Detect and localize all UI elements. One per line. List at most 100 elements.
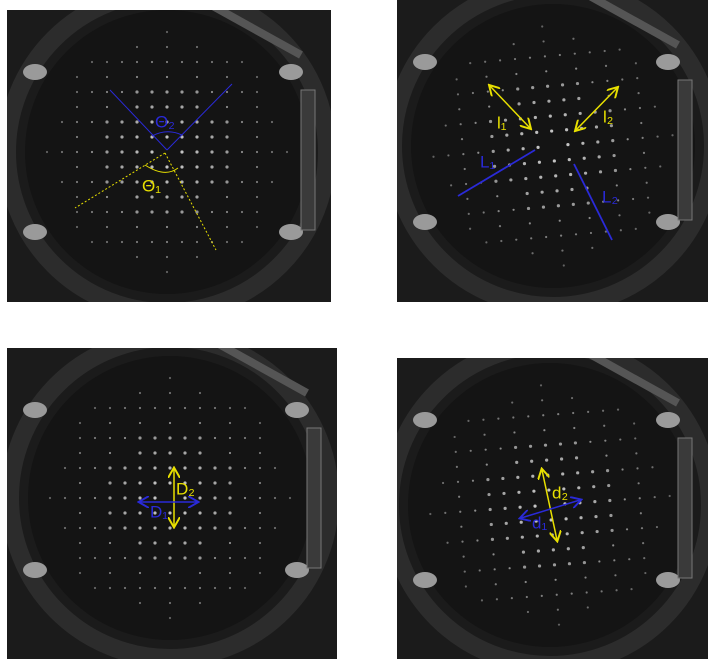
diffraction-spot bbox=[139, 602, 141, 604]
diffraction-spot bbox=[256, 211, 258, 213]
diffraction-spot bbox=[76, 121, 78, 123]
diffraction-spot bbox=[226, 211, 228, 213]
diffraction-spot bbox=[559, 220, 561, 222]
diffraction-spot bbox=[199, 587, 201, 589]
diffraction-spot bbox=[608, 499, 611, 502]
diffraction-spot bbox=[458, 496, 460, 498]
diffraction-spot bbox=[615, 589, 617, 591]
diffraction-spot bbox=[532, 490, 535, 493]
diffraction-spot bbox=[531, 86, 534, 89]
diffraction-spot bbox=[516, 87, 519, 90]
diffraction-spot bbox=[259, 437, 261, 439]
diffraction-spot bbox=[520, 521, 523, 524]
diffraction-spot bbox=[213, 511, 216, 514]
diffraction-spot bbox=[138, 466, 141, 469]
diffraction-spot bbox=[106, 61, 108, 63]
diffraction-spot bbox=[153, 541, 156, 544]
diffraction-spot bbox=[628, 558, 630, 560]
diffraction-spot bbox=[165, 135, 168, 138]
diffraction-spot bbox=[596, 140, 599, 143]
diffraction-spot bbox=[521, 536, 524, 539]
diffraction-spot bbox=[470, 450, 472, 452]
diffraction-spot bbox=[195, 105, 198, 108]
diffraction-spot bbox=[529, 222, 531, 224]
diffraction-spot bbox=[61, 151, 63, 153]
diffraction-spot bbox=[211, 91, 213, 93]
holder-clip bbox=[23, 402, 47, 418]
diffraction-spot bbox=[619, 438, 621, 440]
diffraction-spot bbox=[106, 241, 108, 243]
diffraction-spot bbox=[120, 120, 123, 123]
diffraction-spot bbox=[530, 237, 532, 239]
diffraction-spot bbox=[195, 165, 198, 168]
diffraction-spot bbox=[183, 511, 186, 514]
diffraction-spot bbox=[617, 409, 619, 411]
diffraction-spot bbox=[61, 121, 63, 123]
diffraction-spot bbox=[256, 91, 258, 93]
diffraction-spot bbox=[580, 127, 583, 130]
diffraction-spot bbox=[195, 180, 198, 183]
diffraction-spot bbox=[530, 460, 533, 463]
diffraction-spot bbox=[496, 598, 498, 600]
diffraction-spot bbox=[138, 451, 141, 454]
diffraction-spot bbox=[91, 91, 93, 93]
diffraction-spot bbox=[455, 451, 457, 453]
diffraction-spot bbox=[136, 46, 138, 48]
diffraction-spot bbox=[244, 467, 246, 469]
diffraction-spot bbox=[210, 135, 213, 138]
diffraction-spot bbox=[646, 182, 648, 184]
diffraction-spot bbox=[609, 514, 612, 517]
diffraction-spot bbox=[626, 528, 628, 530]
diffraction-spot bbox=[244, 407, 246, 409]
diffraction-spot bbox=[647, 197, 649, 199]
diffraction-spot bbox=[641, 527, 643, 529]
diffraction-spot bbox=[79, 557, 81, 559]
diffraction-spot bbox=[619, 49, 621, 51]
diffraction-spot bbox=[198, 466, 201, 469]
diffraction-spot bbox=[153, 496, 156, 499]
diffraction-spot bbox=[183, 451, 186, 454]
diffraction-spot bbox=[579, 112, 582, 115]
diffraction-spot bbox=[465, 183, 467, 185]
diffraction-spot bbox=[121, 61, 123, 63]
diffraction-spot bbox=[589, 441, 591, 443]
diffraction-spot bbox=[505, 522, 508, 525]
diffraction-spot bbox=[502, 492, 505, 495]
diffraction-spot bbox=[507, 148, 510, 151]
label: L₁ bbox=[480, 152, 495, 171]
diffraction-spot bbox=[559, 54, 561, 56]
diffraction-spot bbox=[541, 399, 543, 401]
diffraction-spot bbox=[211, 211, 213, 213]
diffraction-spot bbox=[154, 407, 156, 409]
diffraction-spot bbox=[196, 241, 198, 243]
diffraction-spot bbox=[195, 195, 198, 198]
diffraction-spot bbox=[120, 150, 123, 153]
diffraction-spot bbox=[256, 151, 258, 153]
diffraction-spot bbox=[476, 539, 478, 541]
diffraction-spot bbox=[633, 422, 635, 424]
diffraction-spot bbox=[509, 178, 512, 181]
diffraction-spot bbox=[136, 256, 138, 258]
diffraction-spot bbox=[226, 226, 228, 228]
diffraction-spot bbox=[578, 501, 581, 504]
diffraction-spot bbox=[214, 557, 216, 559]
diffraction-spot bbox=[165, 180, 168, 183]
diffraction-spot bbox=[108, 496, 111, 499]
diffraction-spot bbox=[629, 168, 631, 170]
diffraction-spot bbox=[643, 557, 645, 559]
diffraction-spot bbox=[123, 481, 126, 484]
diffraction-spot bbox=[199, 407, 201, 409]
diffraction-spot bbox=[590, 232, 592, 234]
diffraction-spot bbox=[256, 166, 258, 168]
diffraction-spot bbox=[226, 91, 228, 93]
diffraction-spot bbox=[184, 587, 186, 589]
diffraction-spot bbox=[543, 429, 545, 431]
diffraction-spot bbox=[228, 496, 231, 499]
diffraction-spot bbox=[244, 437, 246, 439]
diffraction-spot bbox=[490, 135, 493, 138]
diffraction-spot bbox=[561, 249, 563, 251]
diffraction-spot bbox=[654, 496, 656, 498]
diffraction-spot bbox=[198, 436, 201, 439]
diffraction-spot bbox=[153, 466, 156, 469]
diffraction-spot bbox=[168, 511, 171, 514]
